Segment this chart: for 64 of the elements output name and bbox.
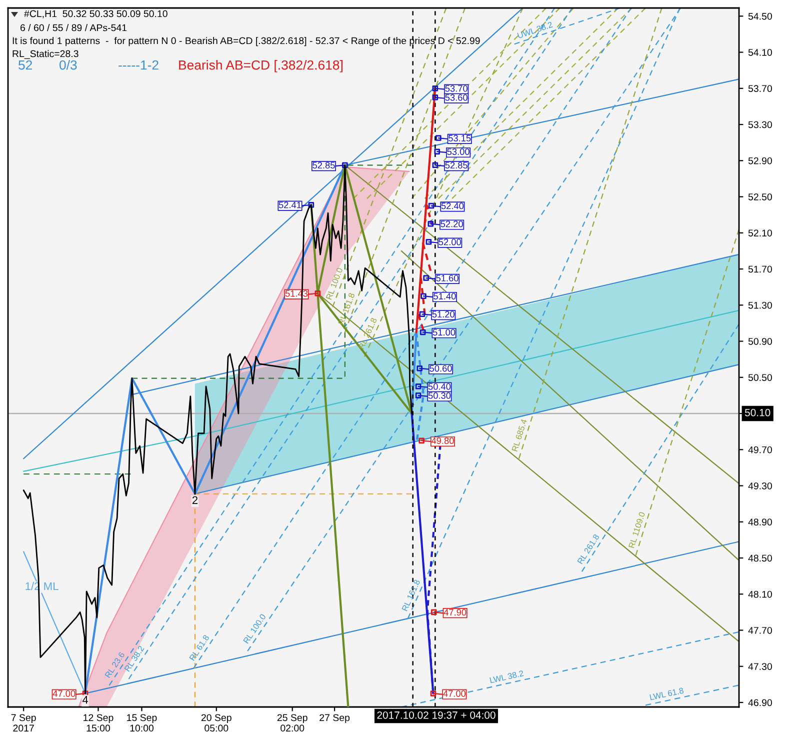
- text: UWL 38.2: [517, 21, 553, 39]
- y-tick-label: 48.90: [748, 518, 772, 526]
- data-label: 53.70: [445, 85, 468, 92]
- data-label: 52.00: [438, 238, 461, 246]
- y-tick-label: 47.30: [748, 663, 772, 670]
- y-tick-label: 51.30: [748, 302, 772, 309]
- data-label: 52.40: [441, 202, 464, 210]
- y-tick-label: 50.50: [748, 374, 772, 381]
- ref-line-label: 50.10: [744, 408, 770, 416]
- y-tick-label: 54.10: [748, 48, 772, 56]
- data-label: 47.90: [444, 609, 466, 616]
- data-label: 47.00: [443, 690, 466, 697]
- y-tick-label: 47.70: [748, 626, 772, 634]
- y-tick-label: 48.10: [748, 590, 772, 598]
- x-tick-label: 15 Sep 10:00: [127, 714, 157, 732]
- annotation: Bearish AB=CD [.382/2.618]: [179, 60, 342, 72]
- y-tick-label: 54.50: [748, 12, 772, 20]
- y-tick-label: 52.50: [748, 193, 772, 200]
- annotation: 52: [18, 60, 32, 70]
- y-tick-label: 46.90: [748, 699, 772, 706]
- data-label: 52.85: [445, 162, 468, 169]
- data-label: 53.15: [448, 134, 471, 142]
- x-tick-label: 12 Sep 15:00: [84, 714, 114, 732]
- x-tick-label: 27 Sep: [320, 714, 350, 724]
- annotation: 2: [192, 496, 198, 504]
- data-label: 51.00: [432, 329, 456, 336]
- text: RL 261.8: [358, 317, 378, 350]
- annotation: 4: [82, 696, 88, 704]
- data-label: 53.00: [447, 148, 470, 155]
- y-tick-label: 51.70: [748, 266, 772, 273]
- x-tick-label: 7 Sep 2017: [11, 714, 36, 732]
- data-label: 53.60: [445, 94, 468, 101]
- y-tick-label: 52.10: [748, 230, 772, 236]
- annotation: 0/3: [60, 60, 77, 70]
- data-label: 50.30: [428, 392, 451, 399]
- y-tick-label: 48.50: [748, 554, 772, 562]
- y-tick-label: 52.90: [748, 157, 772, 164]
- text: 6 / 60 / 55 / 89 / APs-541: [20, 24, 127, 32]
- data-label: 52.85: [312, 162, 335, 169]
- data-label: 52.20: [440, 220, 463, 228]
- text: RL 161.8: [402, 579, 420, 612]
- annotation: -----1-2: [118, 60, 158, 70]
- text: RL 1109.0: [628, 512, 646, 548]
- data-label: 50.60: [430, 365, 452, 372]
- data-label: 50.40: [428, 383, 451, 390]
- data-label: 52.41: [278, 202, 302, 208]
- y-tick-label: 53.30: [748, 121, 772, 128]
- annotation: RL_Static=28.3: [12, 50, 78, 59]
- y-tick-label: 50.90: [748, 338, 772, 345]
- data-label: 51.20: [432, 311, 454, 318]
- annotation: It is found 1 patterns - for pattern N 0 - Bearish AB=CD [.382/2.618] - 52.37 < Range of the prices D < 52.99: [12, 37, 480, 46]
- y-tick-label: 53.70: [748, 85, 772, 92]
- y-tick-label: 49.70: [748, 446, 772, 454]
- text: LWL 61.8: [650, 687, 684, 700]
- x-tick-label: 20 Sep 05:00: [201, 714, 232, 732]
- y-tick-label: 49.30: [748, 482, 772, 490]
- text: LWL 38.2: [490, 670, 524, 684]
- text: RL 685.4: [512, 418, 528, 452]
- data-label: 51.60: [436, 274, 458, 282]
- data-label: 47.00: [52, 690, 76, 697]
- x-tick-label: 25 Sep 02:00: [277, 714, 308, 732]
- data-label: 51.40: [434, 292, 456, 300]
- ref-line-label: 2017.10.02 19:37 + 04:00: [377, 711, 496, 719]
- chart-title: #CL,H1 50.32 50.33 50.09 50.10: [24, 10, 168, 18]
